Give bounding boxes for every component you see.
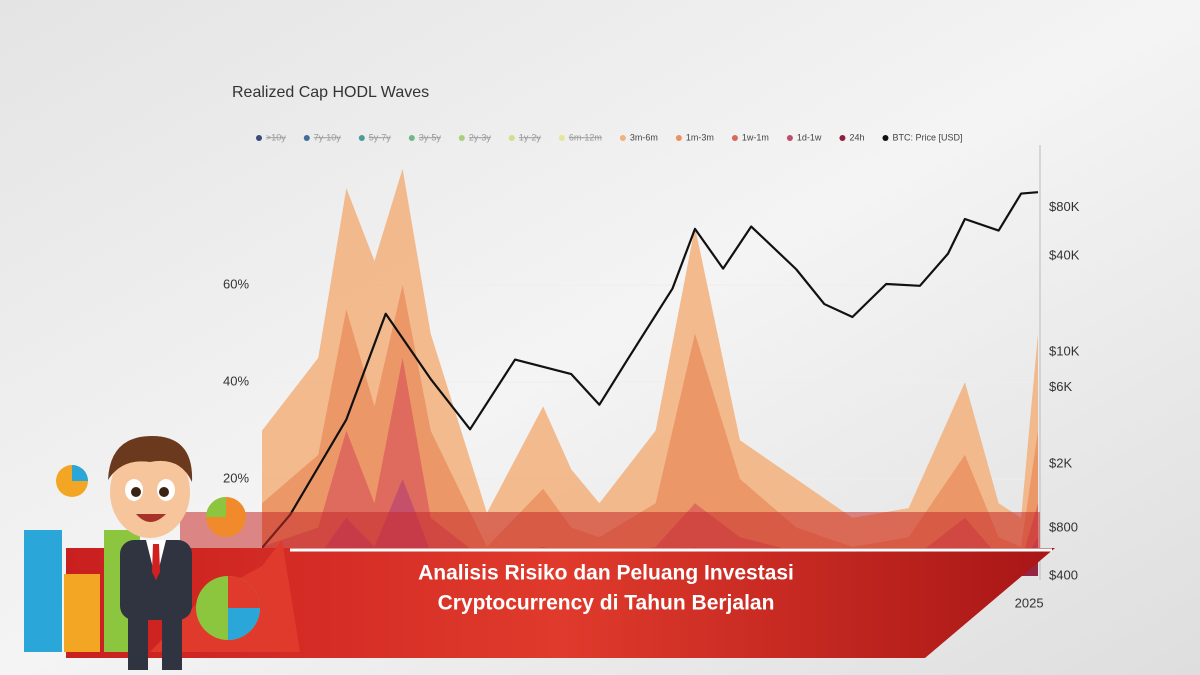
overlay-strip: [180, 512, 1040, 548]
character-hair: [108, 436, 193, 482]
legend-label: 1w-1m: [742, 132, 769, 142]
character-pupil: [131, 487, 141, 497]
legend-marker: [731, 135, 738, 141]
illustration: [24, 436, 300, 670]
legend-label: BTC: Price [USD]: [892, 132, 962, 142]
legend-label: 1d-1w: [797, 132, 822, 142]
legend-label: 3y-5y: [419, 132, 442, 142]
legend-label: 3m-6m: [630, 132, 658, 142]
legend-marker: [408, 135, 415, 141]
y-tick-label: 20%: [223, 470, 249, 485]
x-tick-label: 2025: [1015, 595, 1044, 610]
y2-tick-label: $6K: [1049, 379, 1072, 394]
legend-label: 5y-7y: [369, 132, 392, 142]
legend-label: 6m-12m: [569, 132, 602, 142]
legend-label: 1m-3m: [686, 132, 714, 142]
axes: 20% 40% 60% $400 $800 $2K $6K $10K $40K $80K 2025: [223, 145, 1080, 610]
deco-bar: [24, 530, 62, 652]
character-mouth: [136, 514, 166, 522]
legend-label: 7y-10y: [314, 132, 342, 142]
legend: >10y 7y-10y 5y-7y 3y-5y 2y-3y 1y-2y 6m-12m 3m-6…: [256, 132, 962, 142]
area: [262, 285, 1038, 576]
deco-pie: [228, 576, 260, 608]
character-leg: [162, 618, 182, 670]
legend-marker: [558, 135, 565, 141]
legend-label: 1y-2y: [519, 132, 542, 142]
y2-tick-label: $800: [1049, 519, 1078, 534]
deco-pie: [228, 608, 260, 640]
legend-marker: [256, 135, 262, 141]
y2-tick-label: $2K: [1049, 456, 1072, 471]
legend-marker: [839, 135, 846, 141]
banner: [66, 548, 1055, 658]
y2-tick-label: $10K: [1049, 344, 1080, 359]
y-tick-label: 60%: [223, 277, 249, 292]
banner-title: Analisis Risiko dan Peluang Investasi: [418, 562, 794, 585]
deco-pie: [206, 497, 226, 517]
y-tick-label: 40%: [223, 374, 249, 389]
character-tie: [152, 544, 160, 580]
legend-marker: [675, 135, 682, 141]
character-leg: [128, 618, 148, 670]
legend-marker: [303, 135, 310, 141]
legend-label: 24h: [849, 132, 864, 142]
legend-marker: [358, 135, 365, 141]
deco-pie: [72, 465, 88, 481]
y2-tick-label: $40K: [1049, 247, 1080, 262]
banner-title: Cryptocurrency di Tahun Berjalan: [438, 592, 775, 615]
price-line: [262, 191, 1039, 549]
deco-bar: [64, 574, 100, 652]
y2-tick-label: $80K: [1049, 199, 1080, 214]
character-head: [110, 446, 190, 538]
legend-marker: [882, 135, 889, 141]
legend-label: >10y: [266, 132, 286, 142]
legend-marker: [619, 135, 626, 141]
y2-tick-label: $400: [1049, 567, 1078, 582]
chart-title: Realized Cap HODL Waves: [232, 84, 429, 101]
legend-label: 2y-3y: [469, 132, 492, 142]
legend-marker: [786, 135, 793, 141]
area: [262, 168, 1038, 577]
legend-marker: [458, 135, 465, 141]
legend-marker: [508, 135, 515, 141]
character-pupil: [159, 487, 169, 497]
